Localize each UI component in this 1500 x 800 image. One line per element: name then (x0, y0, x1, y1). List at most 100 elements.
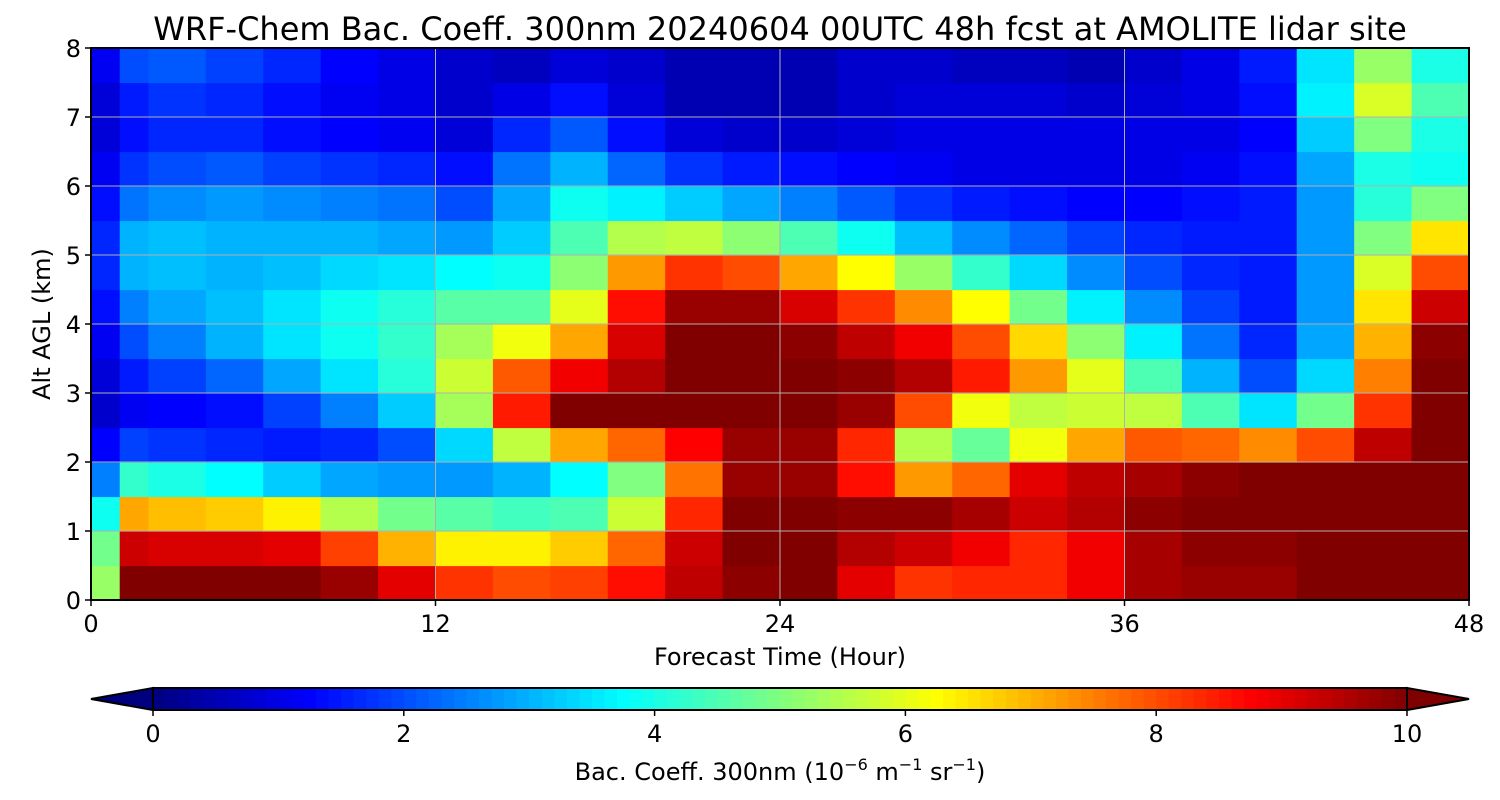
heatmap-cell (1296, 117, 1355, 153)
heatmap-cell (378, 186, 437, 222)
heatmap-cell (1009, 117, 1068, 153)
heatmap-cell (722, 82, 781, 118)
chart-title: WRF-Chem Bac. Coeff. 300nm 20240604 00UT… (153, 10, 1407, 48)
heatmap-cell (1411, 531, 1470, 567)
heatmap-cell (722, 151, 781, 187)
heatmap-cell (722, 117, 781, 153)
heatmap-cells (91, 48, 1470, 601)
heatmap-cell (550, 82, 609, 118)
heatmap-cell (1009, 220, 1068, 256)
heatmap-cell (894, 255, 953, 291)
heatmap-cell (1067, 117, 1126, 153)
heatmap-cell (205, 496, 264, 532)
heatmap-cell (665, 496, 724, 532)
heatmap-cell (1354, 82, 1413, 118)
heatmap-cell (894, 151, 953, 187)
heatmap-cell (205, 220, 264, 256)
heatmap-cell (148, 358, 207, 394)
heatmap-cell (607, 496, 666, 532)
heatmap-cell (148, 496, 207, 532)
heatmap-cell (263, 255, 322, 291)
heatmap-cell (837, 151, 896, 187)
heatmap-cell (780, 358, 839, 394)
colorbar-swatch (654, 688, 668, 710)
y-axis-ticks: 0 1 2 3 4 5 6 7 8 (66, 35, 91, 615)
x-axis-ticks: 0 12 24 36 48 (83, 600, 1484, 638)
x-axis-label: Forecast Time (Hour) (654, 643, 906, 671)
heatmap-cell (1239, 427, 1298, 463)
y-axis-label: Alt AGL (km) (28, 248, 56, 400)
heatmap-cell (722, 565, 781, 601)
heatmap-cell (1411, 117, 1470, 153)
heatmap-cell (205, 462, 264, 498)
colorbar-swatch (391, 688, 405, 710)
y-tick-label: 2 (66, 449, 81, 477)
heatmap-cell (320, 255, 379, 291)
heatmap-cell (378, 324, 437, 360)
heatmap-cell (1411, 496, 1470, 532)
heatmap-cell (1124, 82, 1183, 118)
heatmap-cell (492, 186, 551, 222)
heatmap-cell (148, 324, 207, 360)
colorbar-swatch (692, 688, 706, 710)
colorbar-swatch (1356, 688, 1370, 710)
heatmap-cell (492, 255, 551, 291)
heatmap-cell (1009, 496, 1068, 532)
colorbar-swatch (516, 688, 530, 710)
colorbar-swatch (968, 688, 982, 710)
heatmap-cell (148, 220, 207, 256)
heatmap-cell (91, 151, 121, 187)
heatmap-cell (378, 220, 437, 256)
heatmap-cell (607, 186, 666, 222)
heatmap-cell (492, 151, 551, 187)
colorbar-tick-label: 0 (145, 720, 160, 748)
heatmap-cell (435, 393, 494, 429)
heatmap-cell (263, 358, 322, 394)
heatmap-cell (263, 117, 322, 153)
heatmap-cell (320, 565, 379, 601)
heatmap-cell (1239, 48, 1298, 84)
heatmap-cell (1411, 151, 1470, 187)
heatmap-cell (1124, 531, 1183, 567)
heatmap-cell (550, 358, 609, 394)
colorbar-swatch (1306, 688, 1320, 710)
heatmap-cell (1009, 531, 1068, 567)
heatmap-cell (492, 565, 551, 601)
heatmap-cell (550, 462, 609, 498)
colorbar-swatch (616, 688, 631, 710)
heatmap-cell (952, 82, 1011, 118)
heatmap-cell (1181, 324, 1240, 360)
heatmap-cell (119, 255, 150, 291)
heatmap-cell (492, 531, 551, 567)
heatmap-cell (1181, 358, 1240, 394)
heatmap-cell (320, 324, 379, 360)
colorbar-swatch (1243, 688, 1258, 710)
heatmap-cell (665, 48, 724, 84)
colorbar-swatch (1218, 688, 1233, 710)
heatmap-cell (148, 117, 207, 153)
colorbar-label-exp2: −1 (899, 755, 923, 774)
heatmap-cell (263, 186, 322, 222)
colorbar-swatch (1394, 688, 1408, 710)
heatmap-cell (894, 82, 953, 118)
heatmap-cell (607, 220, 666, 256)
heatmap-cell (91, 220, 121, 256)
heatmap-cell (1411, 462, 1470, 498)
heatmap-cell (1411, 289, 1470, 325)
heatmap-cell (665, 255, 724, 291)
colorbar-tick-label: 8 (1149, 720, 1164, 748)
heatmap-cell (550, 393, 609, 429)
colorbar-swatch (679, 688, 693, 710)
heatmap-cell (1009, 48, 1068, 84)
heatmap-cell (665, 393, 724, 429)
heatmap-cell (435, 255, 494, 291)
heatmap-cell (1067, 151, 1126, 187)
colorbar-swatch (742, 688, 756, 710)
heatmap-cell (378, 82, 437, 118)
heatmap-cell (1124, 117, 1183, 153)
heatmap-cell (378, 289, 437, 325)
heatmap-cell (320, 82, 379, 118)
y-tick-label: 7 (66, 104, 81, 132)
colorbar-swatch (1093, 688, 1107, 710)
heatmap-cell (205, 82, 264, 118)
